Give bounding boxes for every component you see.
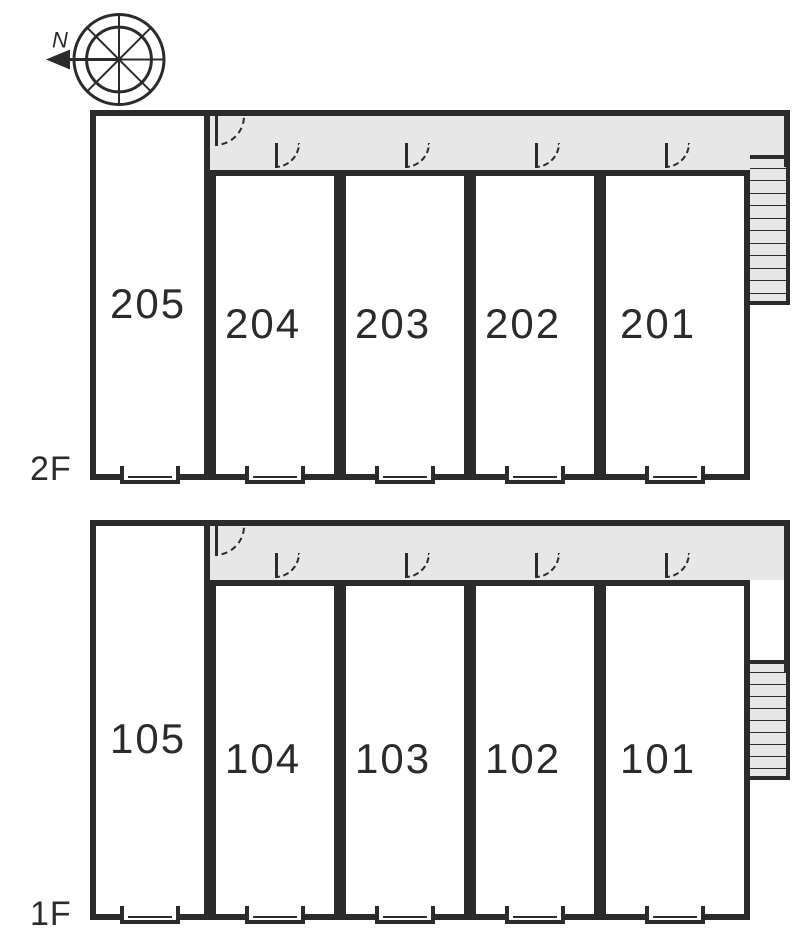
corridor-ext-1F: [784, 520, 790, 672]
door-leaf-102: [535, 553, 538, 578]
unit-label-203: 203: [355, 300, 431, 348]
corridor-ext-2F: [784, 110, 790, 167]
window-104: [245, 906, 305, 924]
window-sash-103: [383, 916, 427, 918]
stair-step: [750, 255, 790, 256]
corridor-1F: [210, 520, 790, 580]
stair-step: [750, 720, 790, 721]
unit-label-105: 105: [110, 715, 186, 763]
stair-step: [750, 280, 790, 281]
window-sash-203: [383, 476, 427, 478]
window-sash-104: [253, 916, 297, 918]
stair-step: [750, 180, 790, 181]
door-leaf-104: [275, 553, 278, 578]
window-201: [645, 466, 705, 484]
window-sash-204: [253, 476, 297, 478]
unit-label-205: 205: [110, 280, 186, 328]
floorplan-canvas: N 205 204 203 202 201 2F 105 104 103 102 101 1F: [0, 0, 800, 940]
stair-step: [750, 744, 790, 745]
door-leaf-201: [665, 143, 668, 168]
stair-step: [750, 768, 790, 769]
window-101: [645, 906, 705, 924]
stair-step: [750, 708, 790, 709]
stair-step: [750, 218, 790, 219]
stair-step: [750, 684, 790, 685]
floor-label-2F: 2F: [30, 450, 72, 489]
unit-label-102: 102: [485, 735, 561, 783]
window-204: [245, 466, 305, 484]
stair-step: [750, 732, 790, 733]
window-205: [120, 466, 180, 484]
unit-label-202: 202: [485, 300, 561, 348]
stair-step: [750, 696, 790, 697]
door-leaf-101: [665, 553, 668, 578]
unit-label-204: 204: [225, 300, 301, 348]
window-sash-101: [653, 916, 697, 918]
door-leaf-202: [535, 143, 538, 168]
compass-label: N: [52, 28, 68, 53]
stair-step: [750, 205, 790, 206]
window-102: [505, 906, 565, 924]
unit-label-201: 201: [620, 300, 696, 348]
window-202: [505, 466, 565, 484]
window-105: [120, 906, 180, 924]
window-sash-201: [653, 476, 697, 478]
door-leaf-103: [405, 553, 408, 578]
window-sash-202: [513, 476, 557, 478]
stair-step: [750, 672, 790, 673]
window-sash-105: [128, 916, 172, 918]
corridor-2F: [210, 110, 790, 170]
stair-step: [750, 243, 790, 244]
door-leaf-203: [405, 143, 408, 168]
window-sash-205: [128, 476, 172, 478]
stair-step: [750, 193, 790, 194]
door-leaf-204: [275, 143, 278, 168]
door-leaf-205: [215, 116, 218, 146]
window-203: [375, 466, 435, 484]
stair-step: [750, 230, 790, 231]
window-103: [375, 906, 435, 924]
window-sash-102: [513, 916, 557, 918]
stair-step: [750, 293, 790, 294]
stair-step: [750, 268, 790, 269]
unit-label-101: 101: [620, 735, 696, 783]
floor-label-1F: 1F: [30, 895, 72, 934]
stair-step: [750, 756, 790, 757]
stair-step: [750, 168, 790, 169]
compass-icon: N: [20, 10, 182, 109]
door-leaf-105: [215, 526, 218, 556]
unit-label-103: 103: [355, 735, 431, 783]
unit-label-104: 104: [225, 735, 301, 783]
